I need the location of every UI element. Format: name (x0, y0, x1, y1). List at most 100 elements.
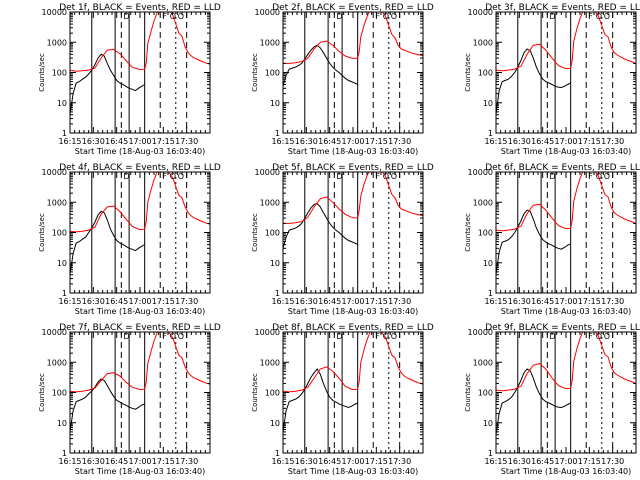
x-tick-label: 16:30 (82, 457, 105, 466)
x-tick-label: 17:00 (341, 457, 364, 466)
x-tick-label: 17:15 (152, 457, 175, 466)
y-tick-label: 100 (265, 389, 280, 398)
marker-label: O (178, 12, 184, 21)
marker-label: O (604, 332, 610, 341)
x-tick-label: 17:30 (388, 137, 411, 146)
panel-title: Det 7f, BLACK = Events, RED = LLD (59, 323, 221, 333)
x-tick-label: 17:30 (601, 137, 624, 146)
y-tick-label: 1 (488, 289, 493, 298)
marker-label: O (178, 332, 184, 341)
x-axis-label: Start Time (18-Aug-03 16:03:40) (75, 307, 206, 316)
y-tick-label: 1000 (47, 358, 67, 367)
marker-label: F (588, 12, 593, 21)
x-tick-label: 17:15 (365, 297, 388, 306)
x-tick-label: 17:15 (365, 457, 388, 466)
plot-area (70, 12, 210, 133)
x-tick-label: 16:30 (82, 297, 105, 306)
y-tick-label: 1 (62, 289, 67, 298)
lld-series-line (283, 12, 423, 64)
x-axis-label: Start Time (18-Aug-03 16:03:40) (288, 147, 419, 156)
x-tick-label: 16:15 (271, 297, 294, 306)
y-tick-label: 100 (265, 229, 280, 238)
x-tick-label: 17:00 (128, 457, 151, 466)
x-tick-label: 16:45 (105, 137, 128, 146)
panel-title: Det 2f, BLACK = Events, RED = LLD (272, 3, 434, 13)
lld-series-line (70, 172, 210, 233)
x-tick-label: 17:30 (175, 137, 198, 146)
marker-label: F (162, 332, 167, 341)
plot-frame (69, 171, 211, 294)
y-tick-label: 100 (478, 69, 493, 78)
events-series-line (283, 368, 358, 432)
y-tick-label: 10000 (468, 168, 493, 177)
plot-area (283, 12, 423, 133)
y-tick-label: 1000 (47, 198, 67, 207)
y-tick-label: 1 (488, 129, 493, 138)
x-axis-label: Start Time (18-Aug-03 16:03:40) (501, 307, 632, 316)
marker-label: F (375, 12, 380, 21)
y-tick-label: 10 (483, 259, 493, 268)
plot-area (496, 172, 636, 293)
x-tick-label: 16:45 (105, 457, 128, 466)
plot-area (283, 332, 423, 453)
x-tick-label: 16:30 (82, 137, 105, 146)
x-tick-label: 16:30 (295, 457, 318, 466)
marker-label: F (375, 172, 380, 181)
x-tick-label: 17:15 (578, 297, 601, 306)
y-tick-label: 10000 (42, 328, 67, 337)
marker-label: O (383, 172, 389, 181)
marker-label: D (336, 172, 342, 181)
marker-label: O (170, 332, 176, 341)
y-tick-label: 100 (478, 389, 493, 398)
lld-series-line (283, 332, 423, 393)
y-tick-label: 1 (275, 129, 280, 138)
x-tick-label: 17:00 (554, 297, 577, 306)
events-series-line (70, 53, 145, 115)
x-axis-label: Start Time (18-Aug-03 16:03:40) (75, 467, 206, 476)
lld-series-line (496, 332, 636, 392)
x-tick-label: 16:15 (271, 457, 294, 466)
y-tick-label: 1 (275, 289, 280, 298)
y-axis-label: Counts/sec (251, 373, 259, 412)
x-tick-label: 17:15 (365, 137, 388, 146)
plot-area (70, 332, 210, 453)
x-axis-label: Start Time (18-Aug-03 16:03:40) (288, 467, 419, 476)
y-tick-label: 10 (270, 99, 280, 108)
marker-label: O (383, 332, 389, 341)
marker-label: F (375, 332, 380, 341)
plot-frame (282, 331, 424, 454)
lld-series-line (496, 172, 636, 232)
y-axis-label: Counts/sec (251, 213, 259, 252)
marker-label: O (170, 172, 176, 181)
x-tick-label: 17:15 (152, 297, 175, 306)
y-tick-label: 1000 (473, 198, 493, 207)
marker-label: O (604, 12, 610, 21)
events-series-line (496, 48, 571, 115)
x-tick-label: 17:30 (388, 457, 411, 466)
y-axis-label: Counts/sec (464, 373, 472, 412)
marker-label: O (391, 172, 397, 181)
panel-title: Det 4f, BLACK = Events, RED = LLD (59, 163, 221, 173)
x-tick-label: 16:30 (508, 137, 531, 146)
x-tick-label: 16:15 (58, 137, 81, 146)
plot-frame (282, 11, 424, 134)
y-axis-label: Counts/sec (38, 373, 46, 412)
y-axis-label: Counts/sec (464, 53, 472, 92)
marker-label: D (336, 12, 342, 21)
y-axis-label: Counts/sec (38, 213, 46, 252)
panel-title: Det 6f, BLACK = Events, RED = LLD (485, 163, 640, 173)
y-tick-label: 1 (62, 129, 67, 138)
x-axis-label: Start Time (18-Aug-03 16:03:40) (501, 147, 632, 156)
x-tick-label: 17:30 (601, 297, 624, 306)
plot-area (283, 172, 423, 293)
y-tick-label: 10000 (255, 8, 280, 17)
marker-label: O (178, 172, 184, 181)
y-tick-label: 10 (270, 419, 280, 428)
x-axis-label: Start Time (18-Aug-03 16:03:40) (288, 307, 419, 316)
marker-label: D (336, 332, 342, 341)
panel-title: Det 9f, BLACK = Events, RED = LLD (485, 323, 640, 333)
y-tick-label: 100 (265, 69, 280, 78)
